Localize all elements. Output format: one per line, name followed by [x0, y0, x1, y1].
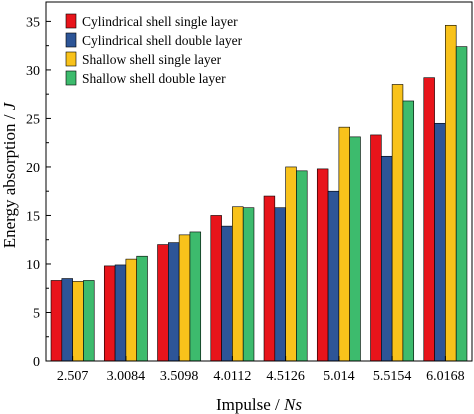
bar-1-8 [423, 77, 435, 362]
x-tick-label: 3.5098 [160, 369, 199, 384]
bar-1-1 [50, 280, 63, 362]
x-tick-label: 6.0168 [426, 369, 465, 384]
legend-label-2: Cylindrical shell double layer [82, 33, 243, 48]
legend-swatch-3 [65, 51, 77, 67]
bar-3-8 [445, 24, 457, 362]
bar-2-8 [434, 122, 446, 362]
y-tick-label: 5 [33, 306, 40, 321]
y-tick-label: 15 [26, 209, 40, 224]
y-tick-label: 20 [26, 161, 40, 176]
bar-4-4 [242, 207, 255, 362]
y-tick-label: 0 [33, 355, 40, 370]
legend-label-4: Shallow shell double layer [82, 71, 226, 86]
bar-3-2 [125, 258, 137, 362]
bar-4-8 [455, 46, 468, 362]
x-tick-label: 2.507 [57, 369, 89, 384]
y-tick-label: 30 [26, 64, 40, 79]
bar-2-3 [168, 242, 180, 362]
axis-ticks: 0 5 10 15 20 25 30 35 2.507 3.0084 3.5098 4.0112 4.5… [26, 15, 465, 384]
bar-1-2 [103, 265, 116, 362]
plot-frame [45, 1, 473, 362]
x-axis-title: Impulse / Ns [216, 395, 302, 414]
x-tick-label: 4.5126 [266, 369, 305, 384]
bar-4-1 [83, 280, 95, 362]
legend-label-3: Shallow shell single layer [82, 52, 222, 67]
bar-2-6 [327, 190, 340, 362]
bar-3-6 [338, 126, 350, 362]
bar-3-3 [178, 234, 191, 362]
legend: Cylindrical shell single layer Cylindrica… [65, 13, 243, 86]
bar-4-6 [349, 136, 361, 362]
legend-swatch-1 [65, 13, 77, 29]
bar-2-2 [114, 264, 127, 362]
x-tick-label: 3.0084 [107, 369, 146, 384]
bar-2-4 [221, 225, 233, 362]
bar-4-5 [296, 170, 308, 362]
bar-1-4 [210, 215, 222, 362]
bars-layer [50, 24, 468, 362]
y-tick-label: 10 [26, 258, 40, 273]
bar-2-7 [381, 155, 393, 362]
bar-4-2 [136, 255, 148, 362]
bar-1-5 [263, 195, 276, 362]
bar-1-3 [157, 244, 169, 362]
legend-label-1: Cylindrical shell single layer [82, 14, 238, 29]
bar-2-5 [274, 207, 286, 362]
bar-1-6 [316, 168, 329, 362]
legend-swatch-2 [65, 32, 77, 48]
x-tick-label: 5.5154 [373, 369, 412, 384]
bar-3-7 [391, 84, 404, 362]
y-tick-label: 35 [26, 15, 40, 30]
bar-1-7 [370, 134, 382, 362]
bar-4-7 [402, 100, 415, 362]
x-tick-label: 4.0112 [213, 369, 251, 384]
bar-2-1 [61, 278, 73, 362]
y-axis-title: Energy absorption / J [0, 101, 19, 248]
bar-3-1 [72, 281, 84, 362]
x-tick-label: 5.014 [323, 369, 355, 384]
bar-3-4 [232, 206, 244, 362]
bar-3-5 [285, 166, 297, 362]
y-tick-label: 25 [26, 112, 40, 127]
bar-4-3 [189, 231, 202, 362]
legend-swatch-4 [65, 70, 77, 86]
